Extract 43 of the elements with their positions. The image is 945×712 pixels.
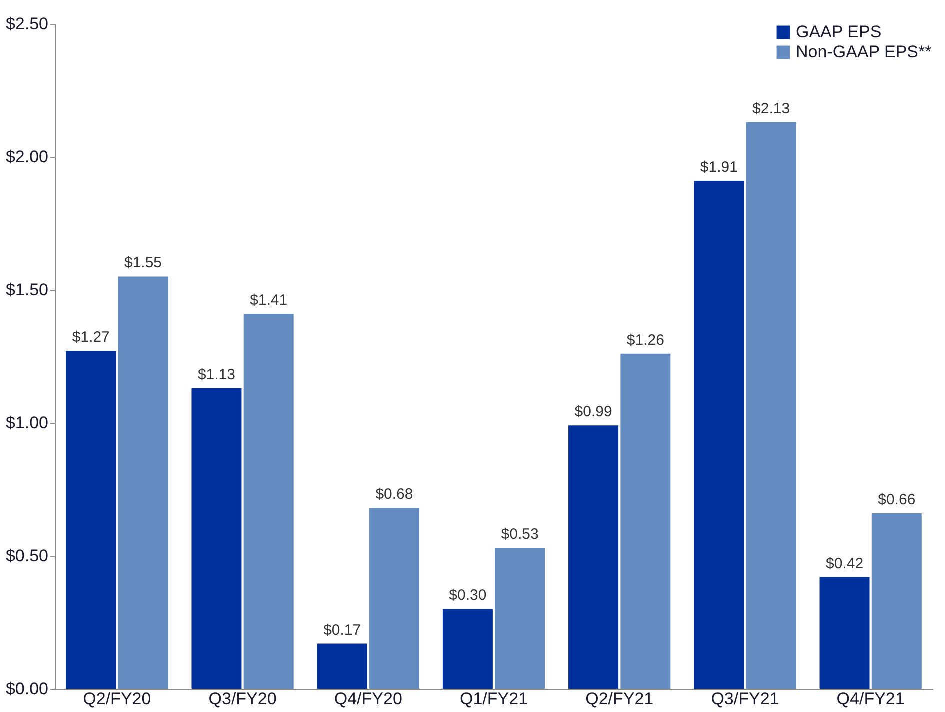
bar bbox=[820, 577, 870, 689]
data-label: $1.13 bbox=[198, 366, 236, 384]
bar bbox=[317, 644, 368, 689]
bar bbox=[369, 508, 420, 689]
data-label: $1.27 bbox=[72, 329, 110, 346]
data-label: $0.30 bbox=[449, 587, 487, 604]
bar bbox=[495, 548, 546, 689]
y-tick-label: $2.50 bbox=[6, 14, 48, 34]
legend-label: GAAP EPS bbox=[796, 22, 882, 42]
data-label: $1.55 bbox=[124, 254, 162, 272]
y-tick-label: $1.50 bbox=[6, 280, 48, 300]
data-label: $1.91 bbox=[700, 158, 738, 176]
y-tick-label: $2.00 bbox=[6, 148, 48, 166]
data-label: $1.41 bbox=[250, 292, 288, 309]
data-label: $0.66 bbox=[878, 491, 916, 508]
bar bbox=[568, 426, 619, 689]
bar bbox=[66, 351, 116, 689]
data-label: $0.17 bbox=[324, 622, 362, 639]
data-label: $0.99 bbox=[574, 404, 612, 421]
data-label: $0.53 bbox=[501, 526, 539, 544]
bar bbox=[746, 122, 796, 689]
y-tick-label: $1.00 bbox=[6, 414, 48, 432]
data-label: $0.68 bbox=[376, 486, 414, 504]
bar bbox=[192, 388, 242, 689]
bar bbox=[620, 354, 671, 689]
x-tick-label: Q3/FY21 bbox=[711, 690, 780, 708]
x-tick-label: Q4/FY21 bbox=[836, 690, 905, 708]
bar bbox=[118, 276, 168, 689]
y-tick-label: $0.00 bbox=[6, 680, 48, 698]
y-tick-label: $0.50 bbox=[6, 546, 48, 566]
x-tick-label: Q2/FY21 bbox=[586, 690, 654, 708]
data-label: $2.13 bbox=[752, 100, 790, 118]
data-label: $0.42 bbox=[826, 555, 864, 572]
x-tick-label: Q3/FY20 bbox=[208, 690, 277, 708]
bar bbox=[442, 609, 493, 689]
legend-label: Non-GAAP EPS** bbox=[796, 42, 932, 62]
x-tick-label: Q2/FY20 bbox=[83, 690, 152, 708]
bar bbox=[872, 513, 922, 689]
x-tick-label: Q4/FY20 bbox=[334, 690, 402, 708]
bar bbox=[694, 180, 744, 689]
bar bbox=[244, 314, 294, 689]
data-label: $1.26 bbox=[626, 332, 664, 349]
x-tick-label: Q1/FY21 bbox=[460, 690, 528, 708]
